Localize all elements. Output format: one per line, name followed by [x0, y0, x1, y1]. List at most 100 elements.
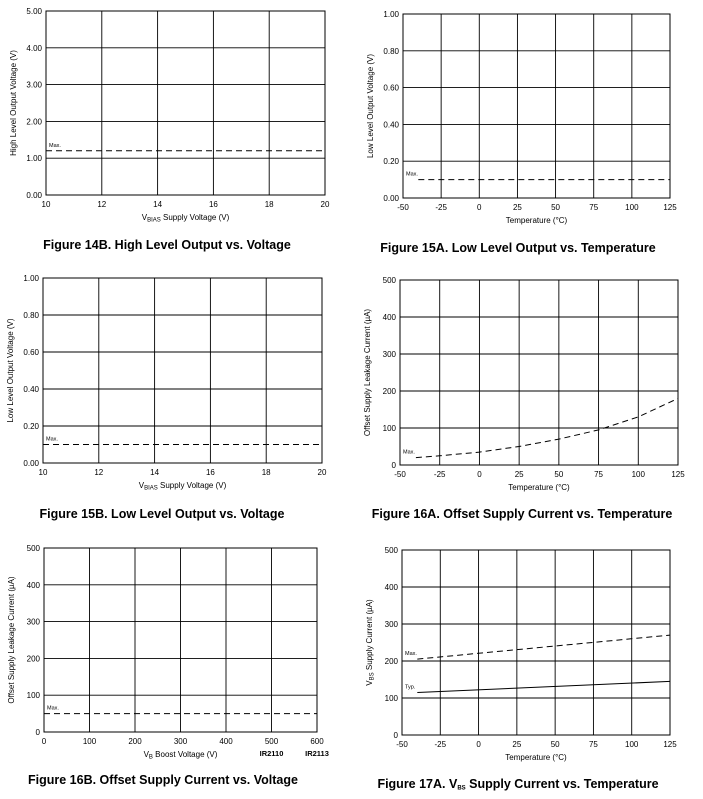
x-tick-label: 16: [206, 468, 215, 477]
x-tick-label: 50: [554, 470, 563, 479]
x-tick-label: -50: [397, 203, 409, 212]
x-tick-label: 75: [589, 740, 598, 749]
chart-fig16b: 0 100 200 300 400 500 600 0 100 200 300 400 500 VB Bo…: [7, 544, 329, 787]
figure-caption: Figure 15A. Low Level Output vs. Tempera…: [380, 241, 656, 255]
x-tick-label: 100: [83, 737, 97, 746]
x-tick-label: 12: [97, 200, 106, 209]
series-line-typ: [417, 680, 671, 693]
axis-note: IR2110: [260, 749, 284, 758]
series-label: Max.: [46, 437, 58, 443]
x-tick-label: 400: [219, 737, 233, 746]
series-label: Typ.: [405, 684, 416, 690]
x-tick-label: 500: [265, 737, 279, 746]
x-tick-label: 18: [265, 200, 274, 209]
y-axis-label-group: Offset Supply Leakage Current (µA): [7, 576, 16, 704]
y-tick-label: 0.00: [26, 191, 42, 200]
y-tick-label: 0.40: [23, 385, 39, 394]
plot-frame: [399, 279, 679, 466]
x-tick-label: -25: [435, 740, 447, 749]
x-tick-label: 200: [128, 737, 142, 746]
x-axis-label: Temperature (°C): [506, 216, 568, 225]
y-tick-label: 0.00: [383, 194, 399, 203]
y-tick-label: 400: [27, 581, 41, 590]
y-tick-label: 300: [27, 618, 41, 627]
y-tick-label: 100: [383, 424, 397, 433]
y-tick-label: 1.00: [26, 154, 42, 163]
figure-caption: Figure 14B. High Level Output vs. Voltag…: [43, 238, 291, 252]
plot-frame: [45, 10, 326, 196]
y-tick-label: 0: [392, 461, 397, 470]
y-tick-label: 100: [27, 691, 41, 700]
x-tick-label: -50: [396, 740, 408, 749]
x-axis-label: VBIAS Supply Voltage (V): [139, 481, 227, 492]
series-label: Max.: [47, 706, 59, 712]
chart-fig16a: -50 -25 0 25 50 75 100 125 0 100 200 300 400 500 Tempe…: [363, 276, 685, 521]
x-tick-label: 600: [310, 737, 324, 746]
y-tick-label: 0: [394, 731, 399, 740]
x-tick-label: 50: [551, 740, 560, 749]
x-axis-label: Temperature (°C): [505, 753, 567, 762]
series-label: Max.: [405, 651, 417, 657]
plot-frame: [402, 13, 671, 199]
figure-caption: Figure 17A. VBS Supply Current vs. Tempe…: [377, 777, 658, 792]
y-tick-label: 500: [27, 544, 41, 553]
y-tick-label: 500: [383, 276, 397, 285]
x-tick-label: 100: [625, 740, 639, 749]
y-axis-label: Offset Supply Leakage Current (µA): [7, 576, 16, 704]
y-tick-label: 200: [383, 387, 397, 396]
x-tick-label: 0: [477, 203, 482, 212]
y-tick-label: 0.80: [383, 47, 399, 56]
series-line-max: [415, 397, 679, 459]
x-tick-label: 100: [632, 470, 646, 479]
y-axis-label-group: Low Level Output Voltage (V): [366, 54, 375, 158]
x-tick-label: 14: [153, 200, 162, 209]
y-tick-label: 300: [385, 620, 399, 629]
y-tick-label: 3.00: [26, 81, 42, 90]
plot-frame: [43, 547, 318, 733]
x-tick-label: 300: [174, 737, 188, 746]
x-tick-label: 25: [512, 740, 521, 749]
x-tick-label: 25: [515, 470, 524, 479]
chart-fig15a: -50 -25 0 25 50 75 100 125 0.00 0.20 0.40 0.60 0.80 1…: [366, 10, 677, 255]
x-tick-label: 100: [625, 203, 639, 212]
x-tick-label: 10: [42, 200, 51, 209]
series-label: Max.: [406, 172, 418, 178]
y-tick-label: 0.80: [23, 311, 39, 320]
plot-frame: [42, 277, 323, 464]
series-label: Max.: [49, 143, 61, 149]
x-tick-label: 50: [551, 203, 560, 212]
x-tick-label: 14: [150, 468, 159, 477]
x-tick-label: -50: [394, 470, 406, 479]
y-tick-label: 4.00: [26, 44, 42, 53]
x-tick-label: 75: [589, 203, 598, 212]
x-tick-label: 16: [209, 200, 218, 209]
x-tick-label: 20: [321, 200, 330, 209]
x-tick-label: 10: [39, 468, 48, 477]
y-tick-label: 0.60: [23, 348, 39, 357]
y-tick-label: 0.20: [23, 422, 39, 431]
y-axis-label-group: VBS Supply Current (µA): [365, 599, 376, 686]
figure-caption: Figure 16B. Offset Supply Current vs. Vo…: [28, 773, 298, 787]
y-tick-label: 0: [36, 728, 41, 737]
y-axis-label: Low Level Output Voltage (V): [6, 318, 15, 422]
y-axis-label: Low Level Output Voltage (V): [366, 54, 375, 158]
x-tick-label: 125: [663, 740, 677, 749]
x-tick-label: 0: [477, 470, 482, 479]
y-tick-label: 1.00: [383, 10, 399, 19]
x-tick-label: 25: [513, 203, 522, 212]
y-tick-label: 0.40: [383, 120, 399, 129]
x-tick-label: 125: [671, 470, 685, 479]
x-axis-label: VB Boost Voltage (V): [144, 750, 218, 761]
y-tick-label: 0.20: [383, 157, 399, 166]
x-tick-label: 20: [318, 468, 327, 477]
y-tick-label: 200: [27, 654, 41, 663]
x-tick-label: -25: [434, 470, 446, 479]
x-axis-label: VBIAS Supply Voltage (V): [142, 213, 230, 224]
y-axis-label-group: Offset Supply Leakage Current (µA): [363, 309, 372, 437]
chart-fig15b: 10 12 14 16 18 20 0.00 0.20 0.40 0.60 0.80 1.00 VBIA…: [6, 274, 327, 521]
y-tick-label: 100: [385, 694, 399, 703]
y-tick-label: 400: [383, 313, 397, 322]
y-tick-label: 1.00: [23, 274, 39, 283]
x-axis-label: Temperature (°C): [508, 483, 570, 492]
y-tick-label: 500: [385, 546, 399, 555]
